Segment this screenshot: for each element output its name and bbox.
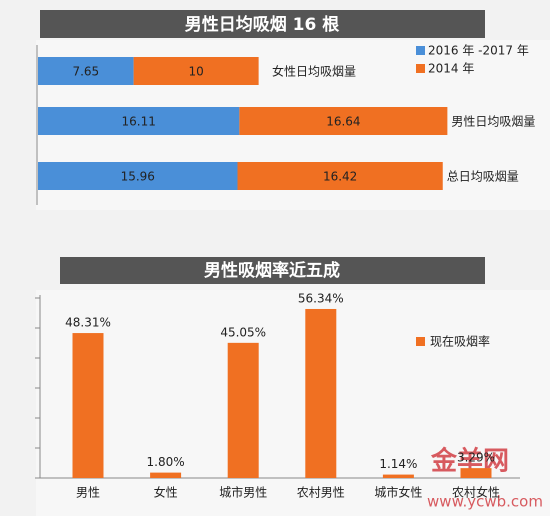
data-label: 7.65 <box>72 65 99 79</box>
bar-segment <box>237 162 443 190</box>
x-tick-label: 农村女性 <box>452 485 500 500</box>
legend-label: 现在吸烟率 <box>430 334 490 349</box>
data-label: 56.34% <box>298 291 344 305</box>
bottom-panel <box>36 290 550 516</box>
bar-segment <box>239 107 448 135</box>
bar-segment <box>38 162 238 190</box>
bar-segment <box>38 107 240 135</box>
bar <box>460 468 492 478</box>
category-label: 男性日均吸烟量 <box>451 115 535 129</box>
x-tick-label: 农村男性 <box>297 486 345 500</box>
x-tick-label: 男性 <box>76 486 100 500</box>
x-tick-label: 女性 <box>154 485 178 500</box>
data-label: 15.96 <box>121 170 155 184</box>
legend-label: 2016 年 -2017 年 <box>428 44 529 58</box>
legend-swatch <box>416 337 425 346</box>
data-label: 1.80% <box>147 455 185 469</box>
bar <box>382 474 414 478</box>
data-label: 16.64 <box>326 115 360 129</box>
watermark-url: www.ycwb.com <box>427 493 543 511</box>
bar-segment <box>133 57 259 85</box>
chart-title: 男性日均吸烟 16 根 <box>185 14 340 35</box>
legend-swatch <box>416 46 425 55</box>
bar <box>227 342 259 478</box>
legend-label: 2014 年 <box>428 62 474 76</box>
data-label: 48.31% <box>65 316 111 330</box>
chart-title: 男性吸烟率近五成 <box>204 260 340 281</box>
data-label: 10 <box>188 65 203 79</box>
bar <box>72 333 104 478</box>
x-tick-label: 城市女性 <box>374 485 422 500</box>
data-label: 1.14% <box>379 457 417 471</box>
bar <box>150 472 182 478</box>
category-label: 女性日均吸烟量 <box>272 64 356 79</box>
bar-segment <box>38 57 134 85</box>
data-label: 3.29% <box>457 451 495 465</box>
data-label: 16.11 <box>122 115 156 129</box>
legend-swatch <box>416 64 425 73</box>
category-label: 总日均吸烟量 <box>447 170 519 184</box>
bar <box>305 308 337 478</box>
data-label: 45.05% <box>220 325 266 339</box>
title-banner <box>40 10 485 38</box>
data-label: 16.42 <box>323 170 357 184</box>
x-tick-label: 城市男性 <box>219 485 267 500</box>
title-banner <box>60 257 485 284</box>
